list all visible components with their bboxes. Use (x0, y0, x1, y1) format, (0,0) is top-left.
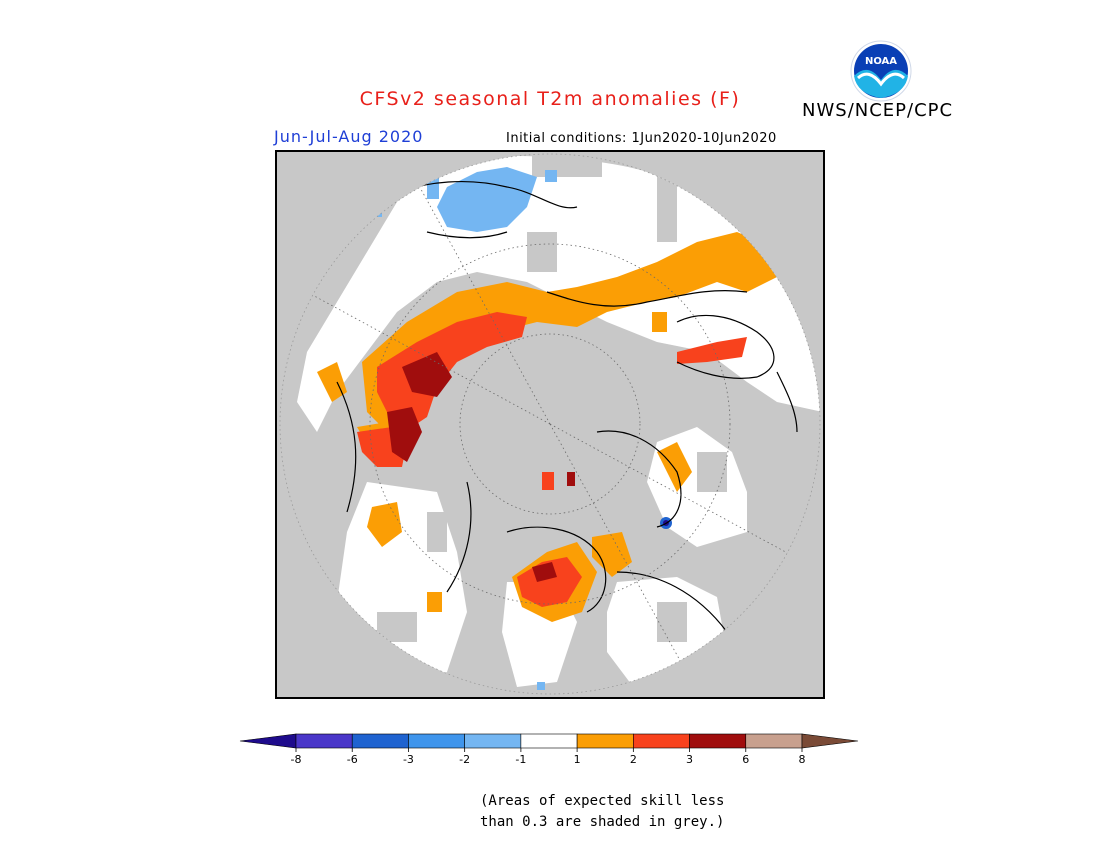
legend-swatch (689, 733, 747, 749)
color-legend: -8 -6 -3 -2 -1 1 2 3 6 8 (239, 733, 859, 766)
legend-tick-label: -1 (515, 753, 526, 766)
legend-swatch (351, 733, 409, 749)
legend-tick-label: -3 (403, 753, 414, 766)
coastlines (336, 180, 798, 633)
legend-tick-label: 2 (630, 753, 637, 766)
legend-swatch-max (801, 733, 859, 749)
legend-swatch-min (239, 733, 297, 749)
legend-tick-label: 3 (686, 753, 693, 766)
legend-swatch (464, 733, 522, 749)
initial-conditions-label: Initial conditions: 1Jun2020-10Jun2020 (506, 131, 777, 146)
agency-label: NWS/NCEP/CPC (802, 100, 954, 121)
warm-3-6-regions (387, 352, 575, 582)
legend-tick-label: 6 (742, 753, 749, 766)
legend-tick-label: -8 (291, 753, 302, 766)
chart-title: CFSv2 seasonal T2m anomalies (F) (359, 88, 741, 110)
legend-tick-label: 8 (799, 753, 806, 766)
legend-swatch (576, 733, 634, 749)
polar-map-svg (277, 152, 823, 697)
legend-tick-label: -2 (459, 753, 470, 766)
low-skill-patches (377, 154, 767, 694)
latitude-circles (306, 181, 794, 667)
noaa-logo: NOAA (850, 40, 912, 102)
legend-swatch (520, 733, 578, 749)
legend-tick-label: -6 (347, 753, 358, 766)
skill-footnote: (Areas of expected skill less than 0.3 a… (480, 793, 725, 830)
map-edge-circle (279, 153, 821, 695)
legend-tick-label: 1 (574, 753, 581, 766)
legend-swatch (745, 733, 803, 749)
noaa-logo-text: NOAA (865, 56, 897, 67)
legend-swatch (408, 733, 465, 749)
legend-swatch (633, 733, 690, 749)
season-label: Jun-Jul-Aug 2020 (274, 127, 424, 146)
polar-map (275, 150, 825, 699)
legend-swatch (295, 733, 353, 749)
